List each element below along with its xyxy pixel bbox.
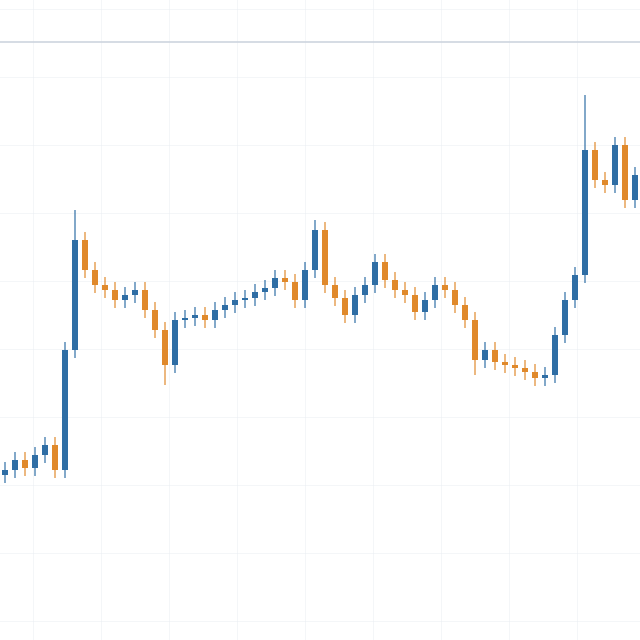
- candle-body: [12, 460, 18, 470]
- candle-body: [502, 362, 508, 365]
- candle-body: [492, 350, 498, 362]
- candle-body: [292, 282, 298, 300]
- candle-body: [62, 350, 68, 470]
- candle-body: [312, 230, 318, 270]
- candle-body: [302, 270, 308, 300]
- candle-body: [182, 318, 188, 320]
- candle-body: [532, 372, 538, 378]
- candle-body: [112, 290, 118, 300]
- candle-body: [272, 278, 278, 288]
- candle-body: [282, 278, 288, 282]
- candle-body: [202, 315, 208, 320]
- candle-body: [602, 180, 608, 185]
- candle-body: [562, 300, 568, 335]
- candle-body: [142, 290, 148, 310]
- candle-body: [522, 368, 528, 372]
- candle-body: [212, 310, 218, 320]
- candle-body: [242, 298, 248, 300]
- candle-body: [252, 292, 258, 298]
- candle-body: [482, 350, 488, 360]
- candle-body: [432, 285, 438, 300]
- candle-body: [82, 240, 88, 270]
- candle-body: [452, 290, 458, 305]
- candle-body: [352, 295, 358, 315]
- candle-body: [362, 285, 368, 295]
- candle-body: [552, 335, 558, 375]
- candle-body: [2, 470, 8, 475]
- candle-body: [32, 455, 38, 468]
- candle-body: [72, 240, 78, 350]
- candle-body: [422, 300, 428, 312]
- candle-body: [622, 145, 628, 200]
- candle-body: [572, 275, 578, 300]
- candle-body: [322, 230, 328, 285]
- candle-body: [392, 280, 398, 290]
- candle-body: [372, 262, 378, 285]
- candle-body: [92, 270, 98, 285]
- candle-body: [152, 310, 158, 330]
- candle-body: [172, 320, 178, 365]
- candle-body: [512, 365, 518, 368]
- candle-body: [592, 150, 598, 180]
- candle-body: [612, 145, 618, 185]
- candle-body: [462, 305, 468, 320]
- candle-body: [132, 290, 138, 295]
- candle-body: [382, 262, 388, 280]
- candle-body: [102, 285, 108, 290]
- candle-body: [262, 288, 268, 292]
- candle-body: [332, 285, 338, 298]
- candle-body: [342, 298, 348, 315]
- candle-body: [632, 175, 638, 200]
- candle-body: [122, 295, 128, 300]
- candle-body: [582, 150, 588, 275]
- candle-body: [472, 320, 478, 360]
- candle-body: [412, 295, 418, 312]
- candle-body: [22, 460, 28, 468]
- candle-body: [222, 305, 228, 310]
- candle-body: [192, 315, 198, 318]
- candle-body: [232, 300, 238, 305]
- candle-body: [42, 445, 48, 455]
- candle-body: [402, 290, 408, 295]
- candle-body: [542, 375, 548, 378]
- candle-body: [52, 445, 58, 470]
- candle-body: [162, 330, 168, 365]
- candle-body: [442, 285, 448, 290]
